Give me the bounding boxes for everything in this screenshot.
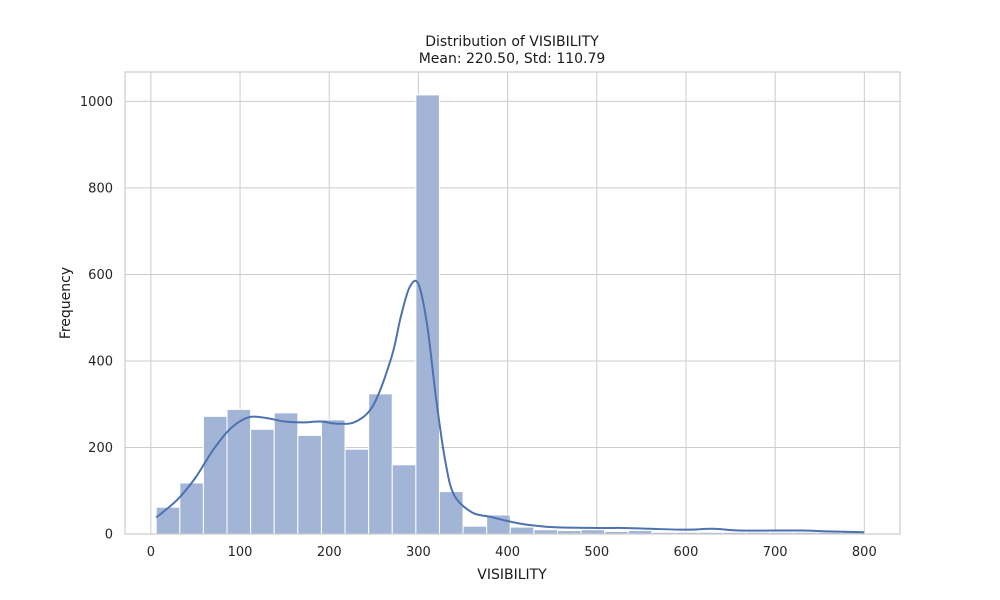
x-tick-label: 600 <box>674 545 699 560</box>
chart-subtitle: Mean: 220.50, Std: 110.79 <box>419 51 606 67</box>
chart-title: Distribution of VISIBILITY <box>425 34 599 50</box>
x-tick-label: 500 <box>584 545 609 560</box>
x-tick-label: 800 <box>852 545 877 560</box>
y-tick-label: 0 <box>105 528 113 543</box>
histogram-bar <box>462 525 488 535</box>
histogram-bar <box>580 529 606 535</box>
histogram-bar <box>344 448 370 535</box>
histogram-bar <box>391 464 417 535</box>
histogram-bar <box>509 526 535 535</box>
y-tick-label: 600 <box>88 268 113 283</box>
x-tick-labels: 0 100 200 300 400 500 600 700 800 <box>147 545 877 560</box>
histogram-bar <box>250 428 275 535</box>
y-tick-label: 200 <box>88 441 113 456</box>
y-tick-labels: 0 200 400 600 800 1000 <box>80 95 113 543</box>
x-tick-label: 400 <box>495 545 520 560</box>
y-tick-label: 1000 <box>80 95 113 110</box>
y-tick-label: 400 <box>88 354 113 369</box>
histogram-bar <box>202 415 228 535</box>
y-tick-label: 800 <box>88 181 113 196</box>
x-tick-label: 0 <box>147 545 155 560</box>
histogram-bar <box>179 482 204 535</box>
y-axis-label: Frequency <box>58 267 74 339</box>
x-tick-label: 100 <box>228 545 253 560</box>
histogram-bar <box>415 94 440 535</box>
histogram-bar <box>320 419 346 535</box>
histogram-bar <box>438 491 464 535</box>
kde-curve <box>155 279 865 534</box>
histogram-bar <box>297 434 322 535</box>
histogram-bar <box>155 506 181 535</box>
histogram-bars <box>155 94 865 535</box>
histogram-bar <box>273 412 299 535</box>
x-tick-label: 700 <box>763 545 788 560</box>
x-tick-label: 300 <box>406 545 431 560</box>
x-axis-label: VISIBILITY <box>477 567 547 583</box>
x-tick-label: 200 <box>317 545 342 560</box>
histogram-bar <box>368 393 393 535</box>
histogram-bar <box>533 529 558 535</box>
plot-frame <box>124 71 901 535</box>
